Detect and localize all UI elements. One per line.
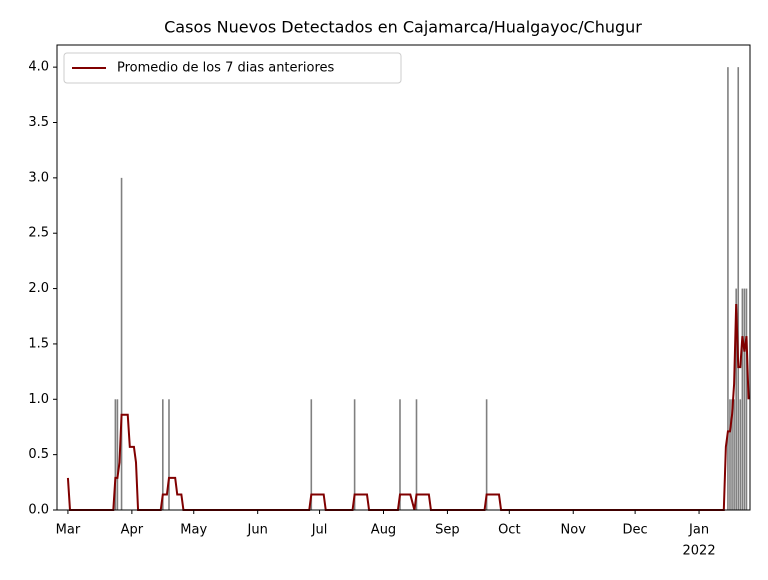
x-tick-label: May bbox=[180, 523, 207, 538]
y-tick-label: 4.0 bbox=[28, 60, 49, 75]
bar bbox=[399, 399, 401, 510]
y-tick-label: 2.0 bbox=[28, 281, 49, 296]
bar bbox=[162, 399, 164, 510]
bar bbox=[745, 288, 748, 510]
bar bbox=[415, 399, 418, 510]
bar bbox=[729, 399, 731, 510]
bar bbox=[120, 177, 123, 510]
x-year-label: 2022 bbox=[683, 544, 716, 559]
y-tick-label: 1.0 bbox=[28, 392, 49, 407]
y-tick-label: 1.5 bbox=[28, 336, 49, 351]
x-tick-label: Nov bbox=[561, 523, 587, 538]
bar bbox=[737, 67, 740, 511]
x-tick-label: Apr bbox=[121, 523, 144, 538]
bar bbox=[116, 399, 119, 510]
x-tick-label: Mar bbox=[56, 523, 81, 538]
y-tick-label: 0.0 bbox=[28, 503, 49, 518]
bar bbox=[353, 399, 356, 510]
x-tick-label: Jul bbox=[311, 523, 328, 538]
bar bbox=[743, 288, 746, 510]
y-tick-label: 0.5 bbox=[28, 447, 49, 462]
x-tick-label: Aug bbox=[371, 523, 396, 538]
x-tick-label: Jun bbox=[247, 523, 268, 538]
bar bbox=[727, 67, 729, 511]
bar bbox=[114, 399, 117, 510]
x-tick-label: Dec bbox=[623, 523, 648, 538]
x-tick-label: Sep bbox=[435, 523, 460, 538]
legend-label: Promedio de los 7 dias anteriores bbox=[117, 61, 334, 76]
legend-box bbox=[63, 52, 402, 84]
x-tick-label: Oct bbox=[498, 523, 520, 538]
bar bbox=[485, 399, 488, 510]
plot-frame bbox=[56, 44, 751, 511]
y-tick-label: 3.0 bbox=[28, 170, 49, 185]
bar bbox=[733, 399, 735, 510]
bar bbox=[741, 288, 744, 510]
bar bbox=[739, 399, 742, 510]
bar bbox=[735, 288, 737, 510]
y-tick-label: 3.5 bbox=[28, 115, 49, 130]
x-tick-label: Jan bbox=[688, 523, 709, 538]
bar bbox=[310, 399, 313, 510]
chart-title: Casos Nuevos Detectados en Cajamarca/Hua… bbox=[164, 18, 642, 37]
bar bbox=[168, 399, 170, 510]
bar bbox=[731, 399, 733, 510]
line bbox=[66, 304, 750, 511]
y-tick-label: 2.5 bbox=[28, 226, 49, 241]
